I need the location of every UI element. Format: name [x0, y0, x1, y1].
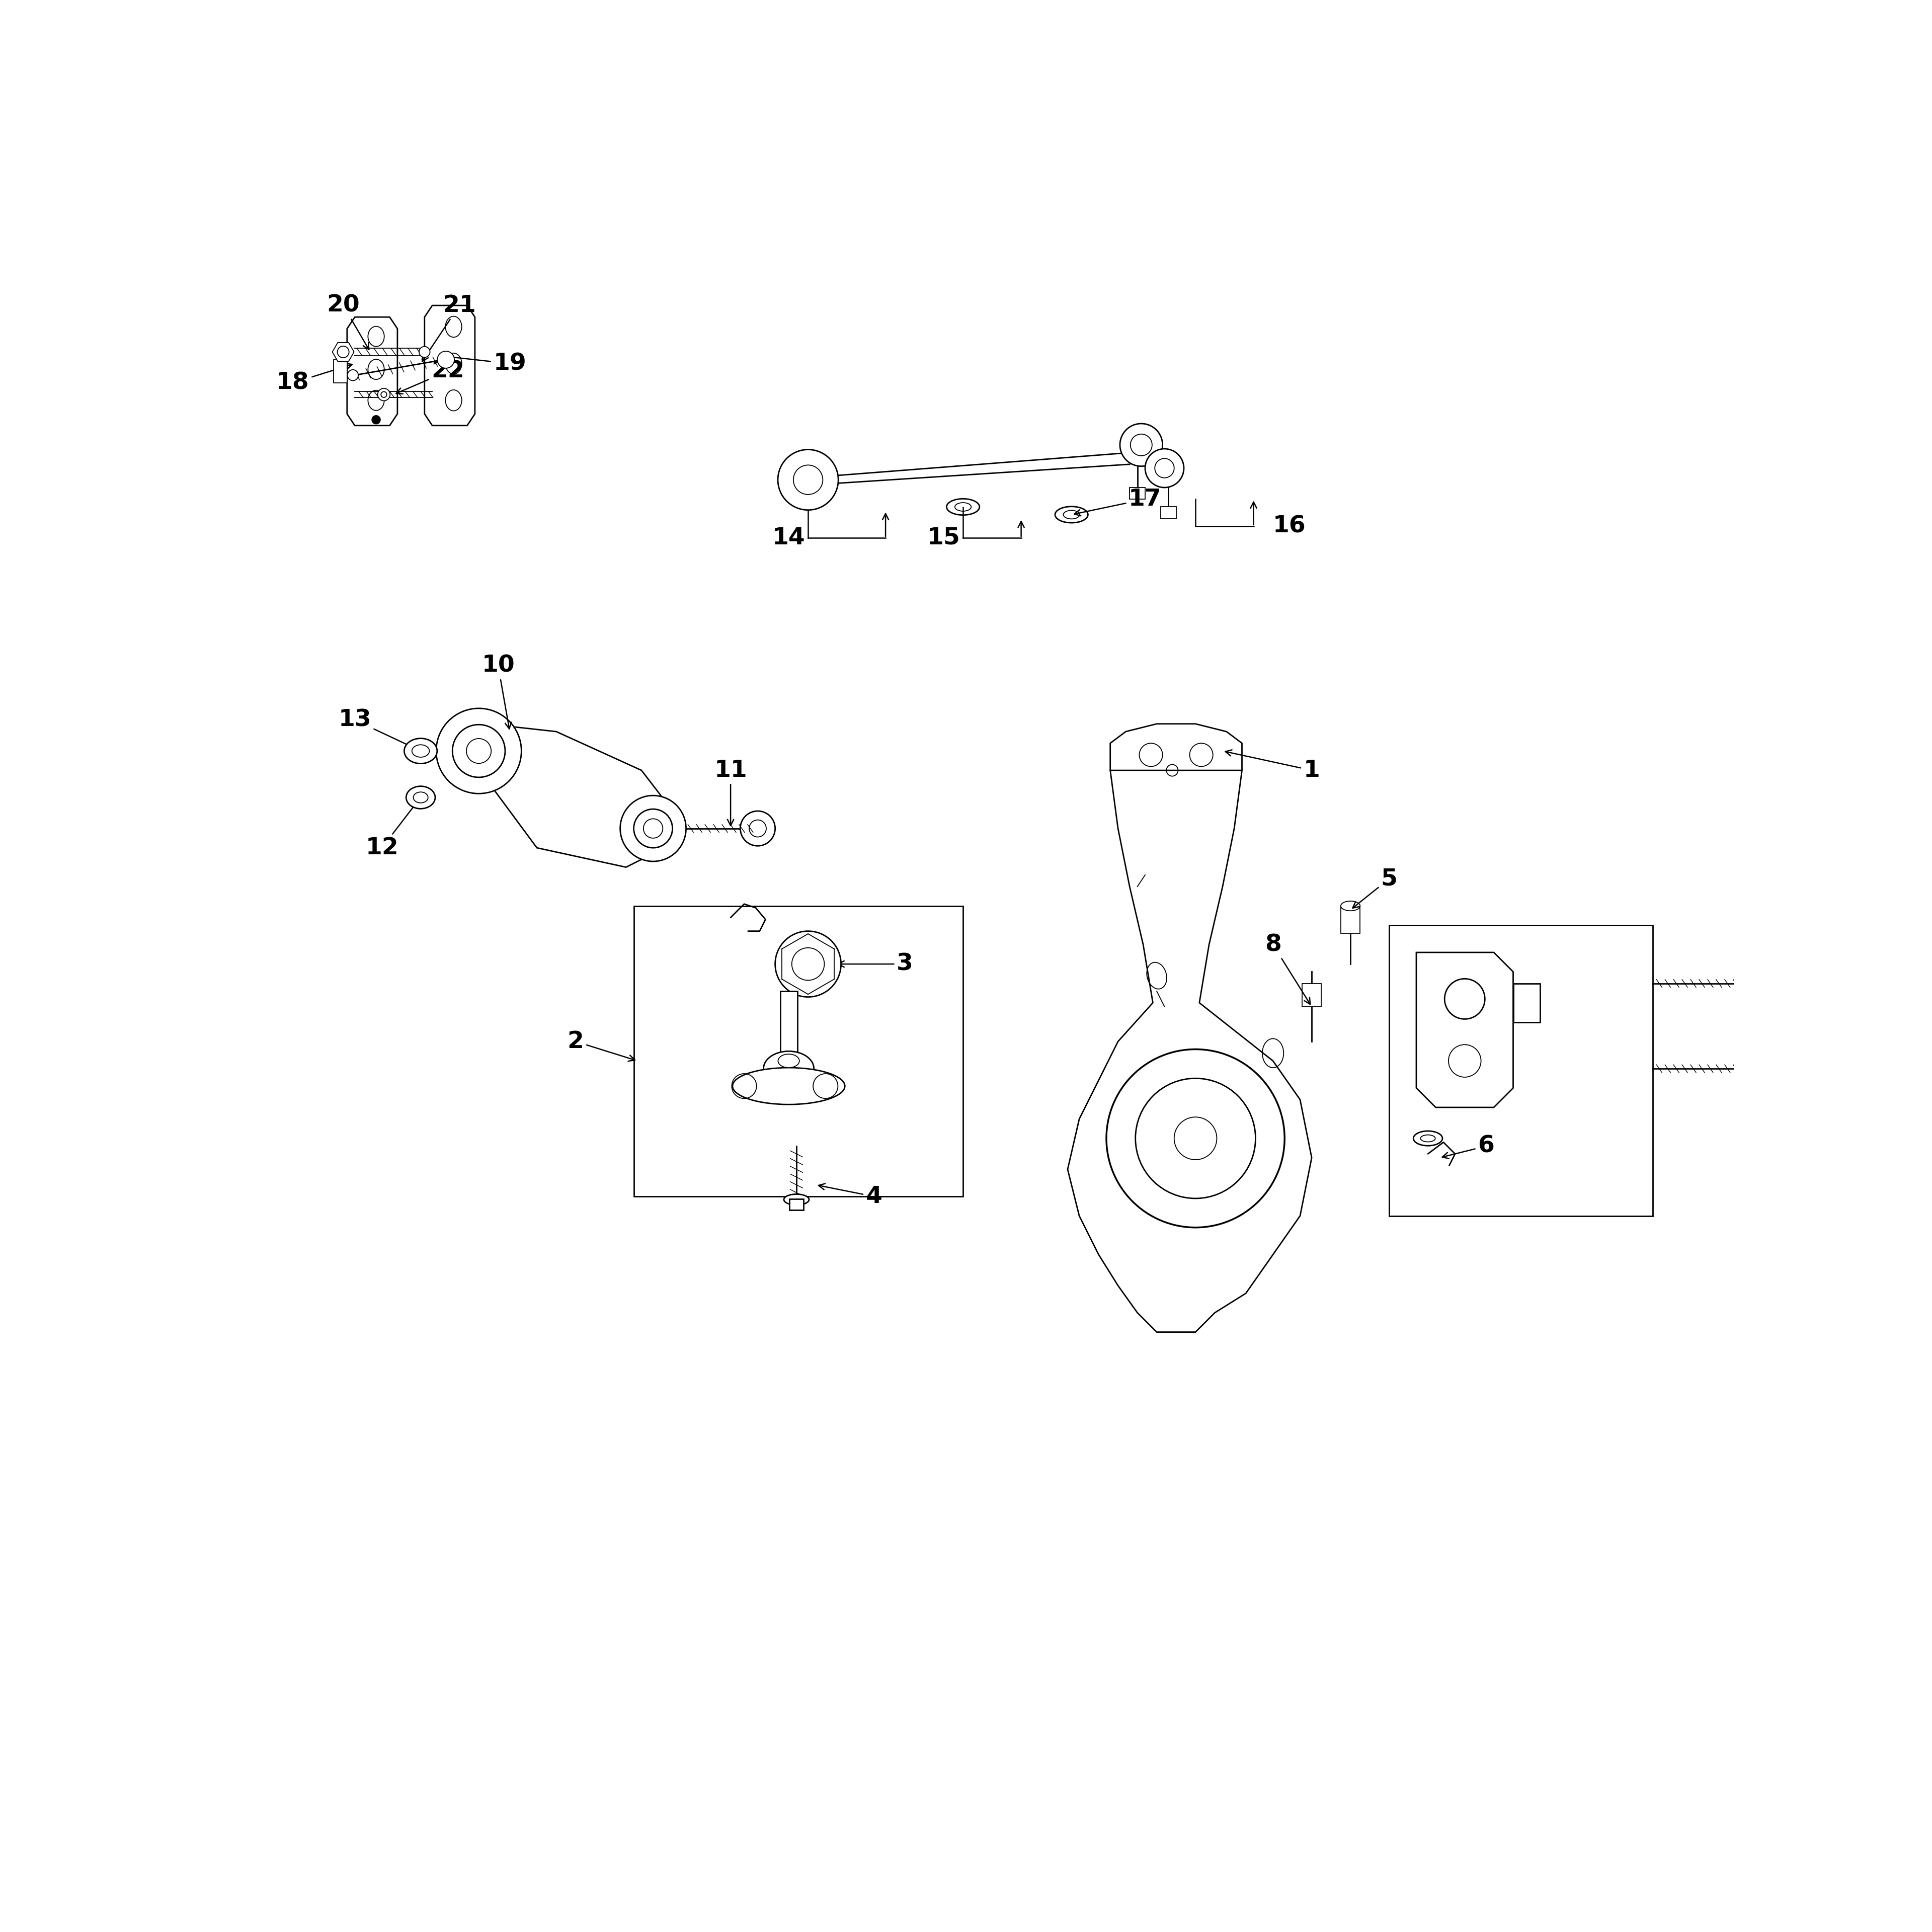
Polygon shape	[332, 342, 354, 361]
Ellipse shape	[1414, 1130, 1443, 1146]
Text: 12: 12	[365, 800, 419, 860]
Text: 2: 2	[568, 1030, 636, 1061]
Circle shape	[452, 725, 504, 777]
Ellipse shape	[763, 1051, 813, 1086]
Bar	[1341, 906, 1360, 933]
Polygon shape	[334, 359, 348, 383]
Text: 4: 4	[819, 1184, 883, 1208]
Bar	[1130, 487, 1146, 498]
Circle shape	[437, 709, 522, 794]
Text: 1: 1	[1225, 750, 1320, 782]
Bar	[790, 1200, 804, 1209]
Ellipse shape	[779, 1055, 800, 1068]
Bar	[1302, 983, 1321, 1007]
Polygon shape	[1068, 771, 1312, 1331]
Circle shape	[1121, 423, 1163, 466]
Text: 8: 8	[1265, 933, 1310, 1005]
Ellipse shape	[419, 346, 431, 357]
Ellipse shape	[732, 1068, 844, 1105]
Text: 13: 13	[338, 709, 417, 750]
Polygon shape	[1416, 952, 1513, 1107]
Polygon shape	[460, 725, 680, 867]
Text: 17: 17	[1074, 487, 1161, 516]
Text: 5: 5	[1352, 867, 1397, 908]
Circle shape	[371, 415, 381, 425]
Polygon shape	[348, 317, 398, 425]
Ellipse shape	[348, 369, 357, 381]
Text: 3: 3	[838, 952, 914, 976]
Circle shape	[1745, 1053, 1777, 1086]
Ellipse shape	[1055, 506, 1088, 524]
Text: 20: 20	[327, 294, 369, 350]
Text: 21: 21	[423, 294, 475, 361]
Circle shape	[775, 931, 840, 997]
Bar	[781, 991, 798, 1061]
Text: 14: 14	[773, 527, 806, 549]
Circle shape	[1745, 968, 1777, 999]
Ellipse shape	[404, 738, 437, 763]
Circle shape	[1146, 448, 1184, 487]
Ellipse shape	[406, 786, 435, 810]
Circle shape	[740, 811, 775, 846]
Bar	[1513, 983, 1540, 1022]
Circle shape	[779, 450, 838, 510]
Text: 15: 15	[927, 527, 960, 549]
Circle shape	[437, 352, 454, 369]
Ellipse shape	[947, 498, 980, 516]
Text: 18: 18	[276, 363, 352, 394]
Ellipse shape	[1341, 900, 1360, 910]
Text: 16: 16	[1273, 516, 1306, 537]
Bar	[1161, 506, 1177, 518]
Polygon shape	[425, 305, 475, 425]
Text: 11: 11	[715, 759, 748, 825]
Text: 19: 19	[442, 352, 526, 375]
Ellipse shape	[377, 388, 390, 400]
Ellipse shape	[784, 1194, 810, 1206]
Text: 6: 6	[1443, 1134, 1493, 1159]
Circle shape	[634, 810, 672, 848]
Circle shape	[620, 796, 686, 862]
Circle shape	[1107, 1049, 1285, 1227]
Bar	[634, 906, 962, 1196]
Polygon shape	[1111, 725, 1242, 782]
Circle shape	[1136, 1078, 1256, 1198]
Bar	[1389, 925, 1652, 1215]
Text: 10: 10	[481, 655, 514, 728]
Text: 22: 22	[396, 359, 464, 394]
